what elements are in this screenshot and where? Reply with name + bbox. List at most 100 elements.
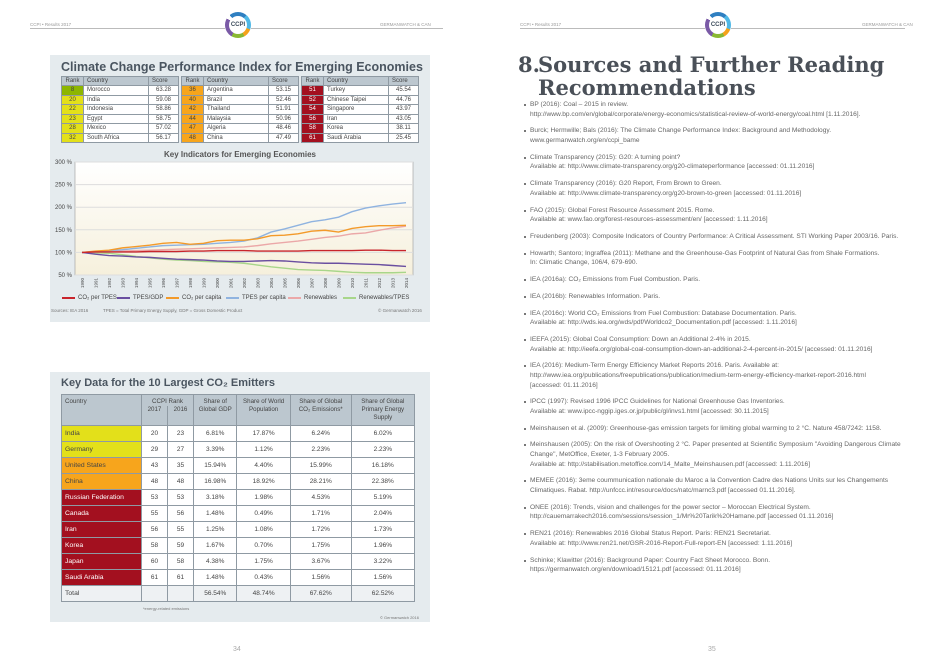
reference-item: IEEFA (2015): Global Coal Consumption: D… [524, 335, 944, 354]
legend-item: Renewables/TPES [343, 295, 409, 301]
score-cell: 53.15 [268, 85, 299, 96]
x-tick-label: 1991 [94, 278, 99, 289]
reference-line: http://www.bp.com/en/global/corporate/en… [530, 110, 861, 118]
country-cell: Argentina [203, 85, 269, 96]
series-line-co-per-capita [81, 224, 407, 254]
reference-item: IPCC (1997): Revised 1996 IPCC Guideline… [524, 397, 944, 416]
reference-item: IEA (2016b): Renewables Information. Par… [524, 292, 944, 302]
table-row: Canada 55 56 1.48% 0.49% 1.71% 2.04% [61, 505, 416, 522]
score-cell: 52.46 [268, 94, 299, 105]
reference-line: IEA (2016b): Renewables Information. Par… [530, 292, 661, 300]
table-row: 22 Indonesia 58.86 [61, 104, 179, 115]
r16-cell: 61 [167, 569, 194, 586]
series-line-tpes-per-capita [81, 201, 407, 254]
legend-item: CO₂ per capita [166, 295, 221, 301]
r16-cell: 59 [167, 537, 194, 554]
tpes-cell: 1.73% [350, 521, 416, 538]
x-tick-label: 2007 [310, 278, 315, 289]
gdp-cell: 15.94% [192, 457, 238, 474]
pop-cell: 1.75% [236, 553, 291, 570]
country-cell: Chinese Taipei [323, 94, 389, 105]
chart-title: Key Indicators for Emerging Economies [163, 150, 317, 159]
country-cell: Iran [61, 521, 142, 538]
country-cell: Germany [61, 441, 142, 458]
pop-cell: 0.49% [236, 505, 291, 522]
key-indicators-chart: 50 % 100 % 150 % 200 % 250 % 300 % 1990 1991 199… [55, 160, 414, 289]
gdp-cell: 6.81% [192, 425, 238, 442]
ccpi-logo: CCPI [705, 12, 731, 38]
r17-cell: 20 [141, 425, 168, 442]
series-line-co-per-tpes [81, 249, 406, 254]
column-header-country: Country [203, 76, 269, 86]
gdp-cell: 1.48% [192, 569, 238, 586]
legend-item: TPES per capita [226, 295, 286, 301]
score-cell: 43.05 [388, 113, 419, 124]
rank-cell: 61 [301, 132, 324, 143]
score-cell: 57.02 [148, 123, 179, 134]
running-header-right: GERMANWATCH & CAN [862, 22, 913, 27]
panel-title: Key Data for the 10 Largest CO₂ Emitters [61, 377, 275, 389]
x-tick-label: 2010 [350, 278, 355, 289]
header-rule [251, 28, 443, 29]
country-cell: Japan [61, 553, 142, 570]
table-header-row: Rank Country Score [61, 76, 179, 86]
x-tick-label: 1999 [202, 278, 207, 289]
table-row: Iran 56 55 1.25% 1.08% 1.72% 1.73% [61, 521, 416, 538]
table-row: 28 Mexico 57.02 [61, 123, 179, 134]
table-row: 48 China 47.49 [181, 132, 299, 143]
r16-cell: 56 [167, 505, 194, 522]
r17-cell: 48 [141, 473, 168, 490]
pop-cell: 1.12% [236, 441, 291, 458]
country-cell: Iran [323, 113, 389, 124]
reference-item: IEA (2016): Medium-Term Energy Efficienc… [524, 361, 944, 390]
gdp-cell: 1.25% [192, 521, 238, 538]
tpes-cell: 22.38% [350, 473, 416, 490]
country-cell: Mexico [83, 123, 149, 134]
reference-item: Meinshausen (2005): On the risk of Overs… [524, 440, 944, 469]
country-cell: India [61, 425, 142, 442]
score-cell: 63.28 [148, 85, 179, 96]
reference-line: www.germanwatch.org/en/ccpi_bame [530, 136, 640, 144]
x-tick-label: 1995 [148, 278, 153, 289]
country-cell: Saudi Arabia [323, 132, 389, 143]
copyright: © Germanwatch 2016 [380, 615, 419, 620]
table-row: 20 India 59.08 [61, 94, 179, 105]
score-cell: 38.11 [388, 123, 419, 134]
legend-swatch [117, 297, 130, 299]
y-tick-label: 50 % [58, 273, 72, 279]
legend-label: Renewables/TPES [359, 295, 410, 301]
y-tick-label: 250 % [55, 183, 73, 189]
table-row: 36 Argentina 53.15 [181, 85, 299, 96]
reference-item: Meinshausen et al. (2009): Greenhouse-ga… [524, 424, 944, 434]
gdp-cell: 1.48% [192, 505, 238, 522]
ccpi-logo: CCPI [225, 12, 251, 38]
co2-cell: 3.67% [289, 553, 352, 570]
ranking-table: Rank Country Score 8 Morocco 63.28 20 India 59.0… [61, 76, 179, 143]
rank-cell: 36 [181, 85, 204, 96]
x-tick-label: 1996 [161, 278, 166, 289]
country-cell: Morocco [83, 85, 149, 96]
reference-line: Available at: www.ipcc-nggip.iges.or.jp/… [530, 407, 769, 415]
table-row: China 48 48 16.98% 18.92% 28.21% 22.38% [61, 473, 416, 490]
legend-swatch [166, 297, 179, 299]
header-rule [731, 28, 905, 29]
x-tick-label: 2014 [404, 278, 409, 289]
x-tick-label: 2005 [283, 278, 288, 289]
reference-line: FAO (2015): Global Forest Resource Asses… [530, 206, 715, 214]
x-tick-label: 2004 [269, 278, 274, 289]
r16-cell: 48 [167, 473, 194, 490]
pop-cell: 4.40% [236, 457, 291, 474]
y-tick-label: 150 % [55, 228, 73, 234]
running-header-left: CCPI • Results 2017 [520, 22, 562, 27]
table-row: 44 Malaysia 50.96 [181, 113, 299, 124]
score-cell: 44.76 [388, 94, 419, 105]
country-cell: Canada [61, 505, 142, 522]
x-tick-label: 1997 [175, 278, 180, 289]
ranking-table: Rank Country Score 36 Argentina 53.15 40 Brazil… [181, 76, 299, 143]
column-header-2017: 2017 [141, 406, 168, 426]
chart-note: TPES = Total Primary Energy Supply, GDP … [103, 308, 243, 313]
rank-cell: 48 [181, 132, 204, 143]
page-number: 35 [708, 646, 716, 653]
table-header-row: Rank Country Score [301, 76, 419, 86]
y-tick-label: 100 % [55, 250, 73, 256]
